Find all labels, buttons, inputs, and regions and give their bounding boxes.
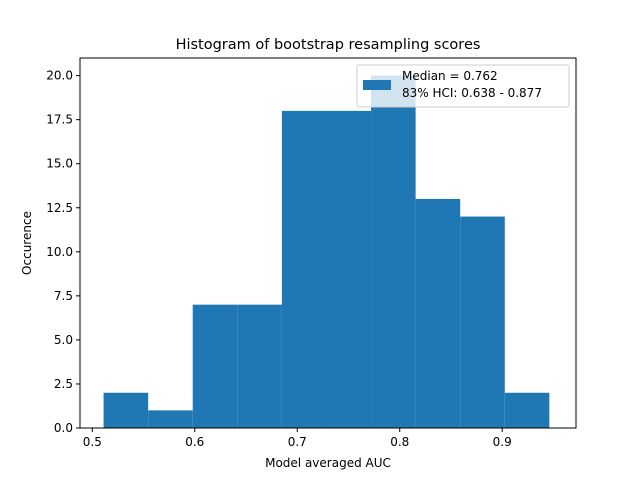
legend: Median = 0.762 83% HCI: 0.638 - 0.877: [356, 64, 570, 108]
chart-title: Histogram of bootstrap resampling scores: [176, 37, 481, 53]
plot-frame: [79, 57, 577, 429]
histogram-bar: [281, 110, 327, 428]
histogram-bar: [192, 304, 238, 428]
x-tick-label: 0.5: [83, 435, 102, 449]
y-tick-label: 12.5: [46, 201, 73, 215]
x-tick-label: 0.9: [493, 435, 512, 449]
x-tick-label: 0.6: [185, 435, 204, 449]
legend-box: [356, 64, 570, 108]
y-tick-label: 7.5: [54, 289, 73, 303]
y-tick-label: 15.0: [46, 157, 73, 171]
histogram-bar: [237, 304, 282, 428]
legend-line-median: Median = 0.762: [402, 69, 498, 83]
y-tick-label: 2.5: [54, 377, 73, 391]
y-tick-label: 20.0: [46, 69, 73, 83]
histogram-bar: [326, 110, 372, 428]
histogram-bar: [371, 75, 416, 428]
y-axis-ticks: 0.0 2.5 5.0 7.5 10.0 12.5 15.0 17.5 20.0: [46, 69, 80, 435]
x-tick-label: 0.7: [288, 435, 307, 449]
legend-swatch: [363, 80, 391, 90]
x-tick-label: 0.8: [390, 435, 409, 449]
legend-line-hci: 83% HCI: 0.638 - 0.877: [402, 86, 542, 100]
histogram-bar: [504, 392, 550, 428]
x-axis-label: Model averaged AUC: [265, 456, 391, 470]
y-axis-label: Occurence: [20, 211, 34, 275]
histogram-bar: [460, 216, 505, 428]
y-tick-label: 0.0: [54, 421, 73, 435]
histogram-bar: [415, 198, 461, 428]
y-tick-label: 17.5: [46, 113, 73, 127]
x-axis-ticks: 0.5 0.6 0.7 0.8 0.9: [83, 428, 512, 449]
histogram-bar: [148, 410, 193, 428]
bars-group: [103, 75, 550, 428]
y-tick-label: 10.0: [46, 245, 73, 259]
histogram-bar: [103, 392, 149, 428]
y-tick-label: 5.0: [54, 333, 73, 347]
